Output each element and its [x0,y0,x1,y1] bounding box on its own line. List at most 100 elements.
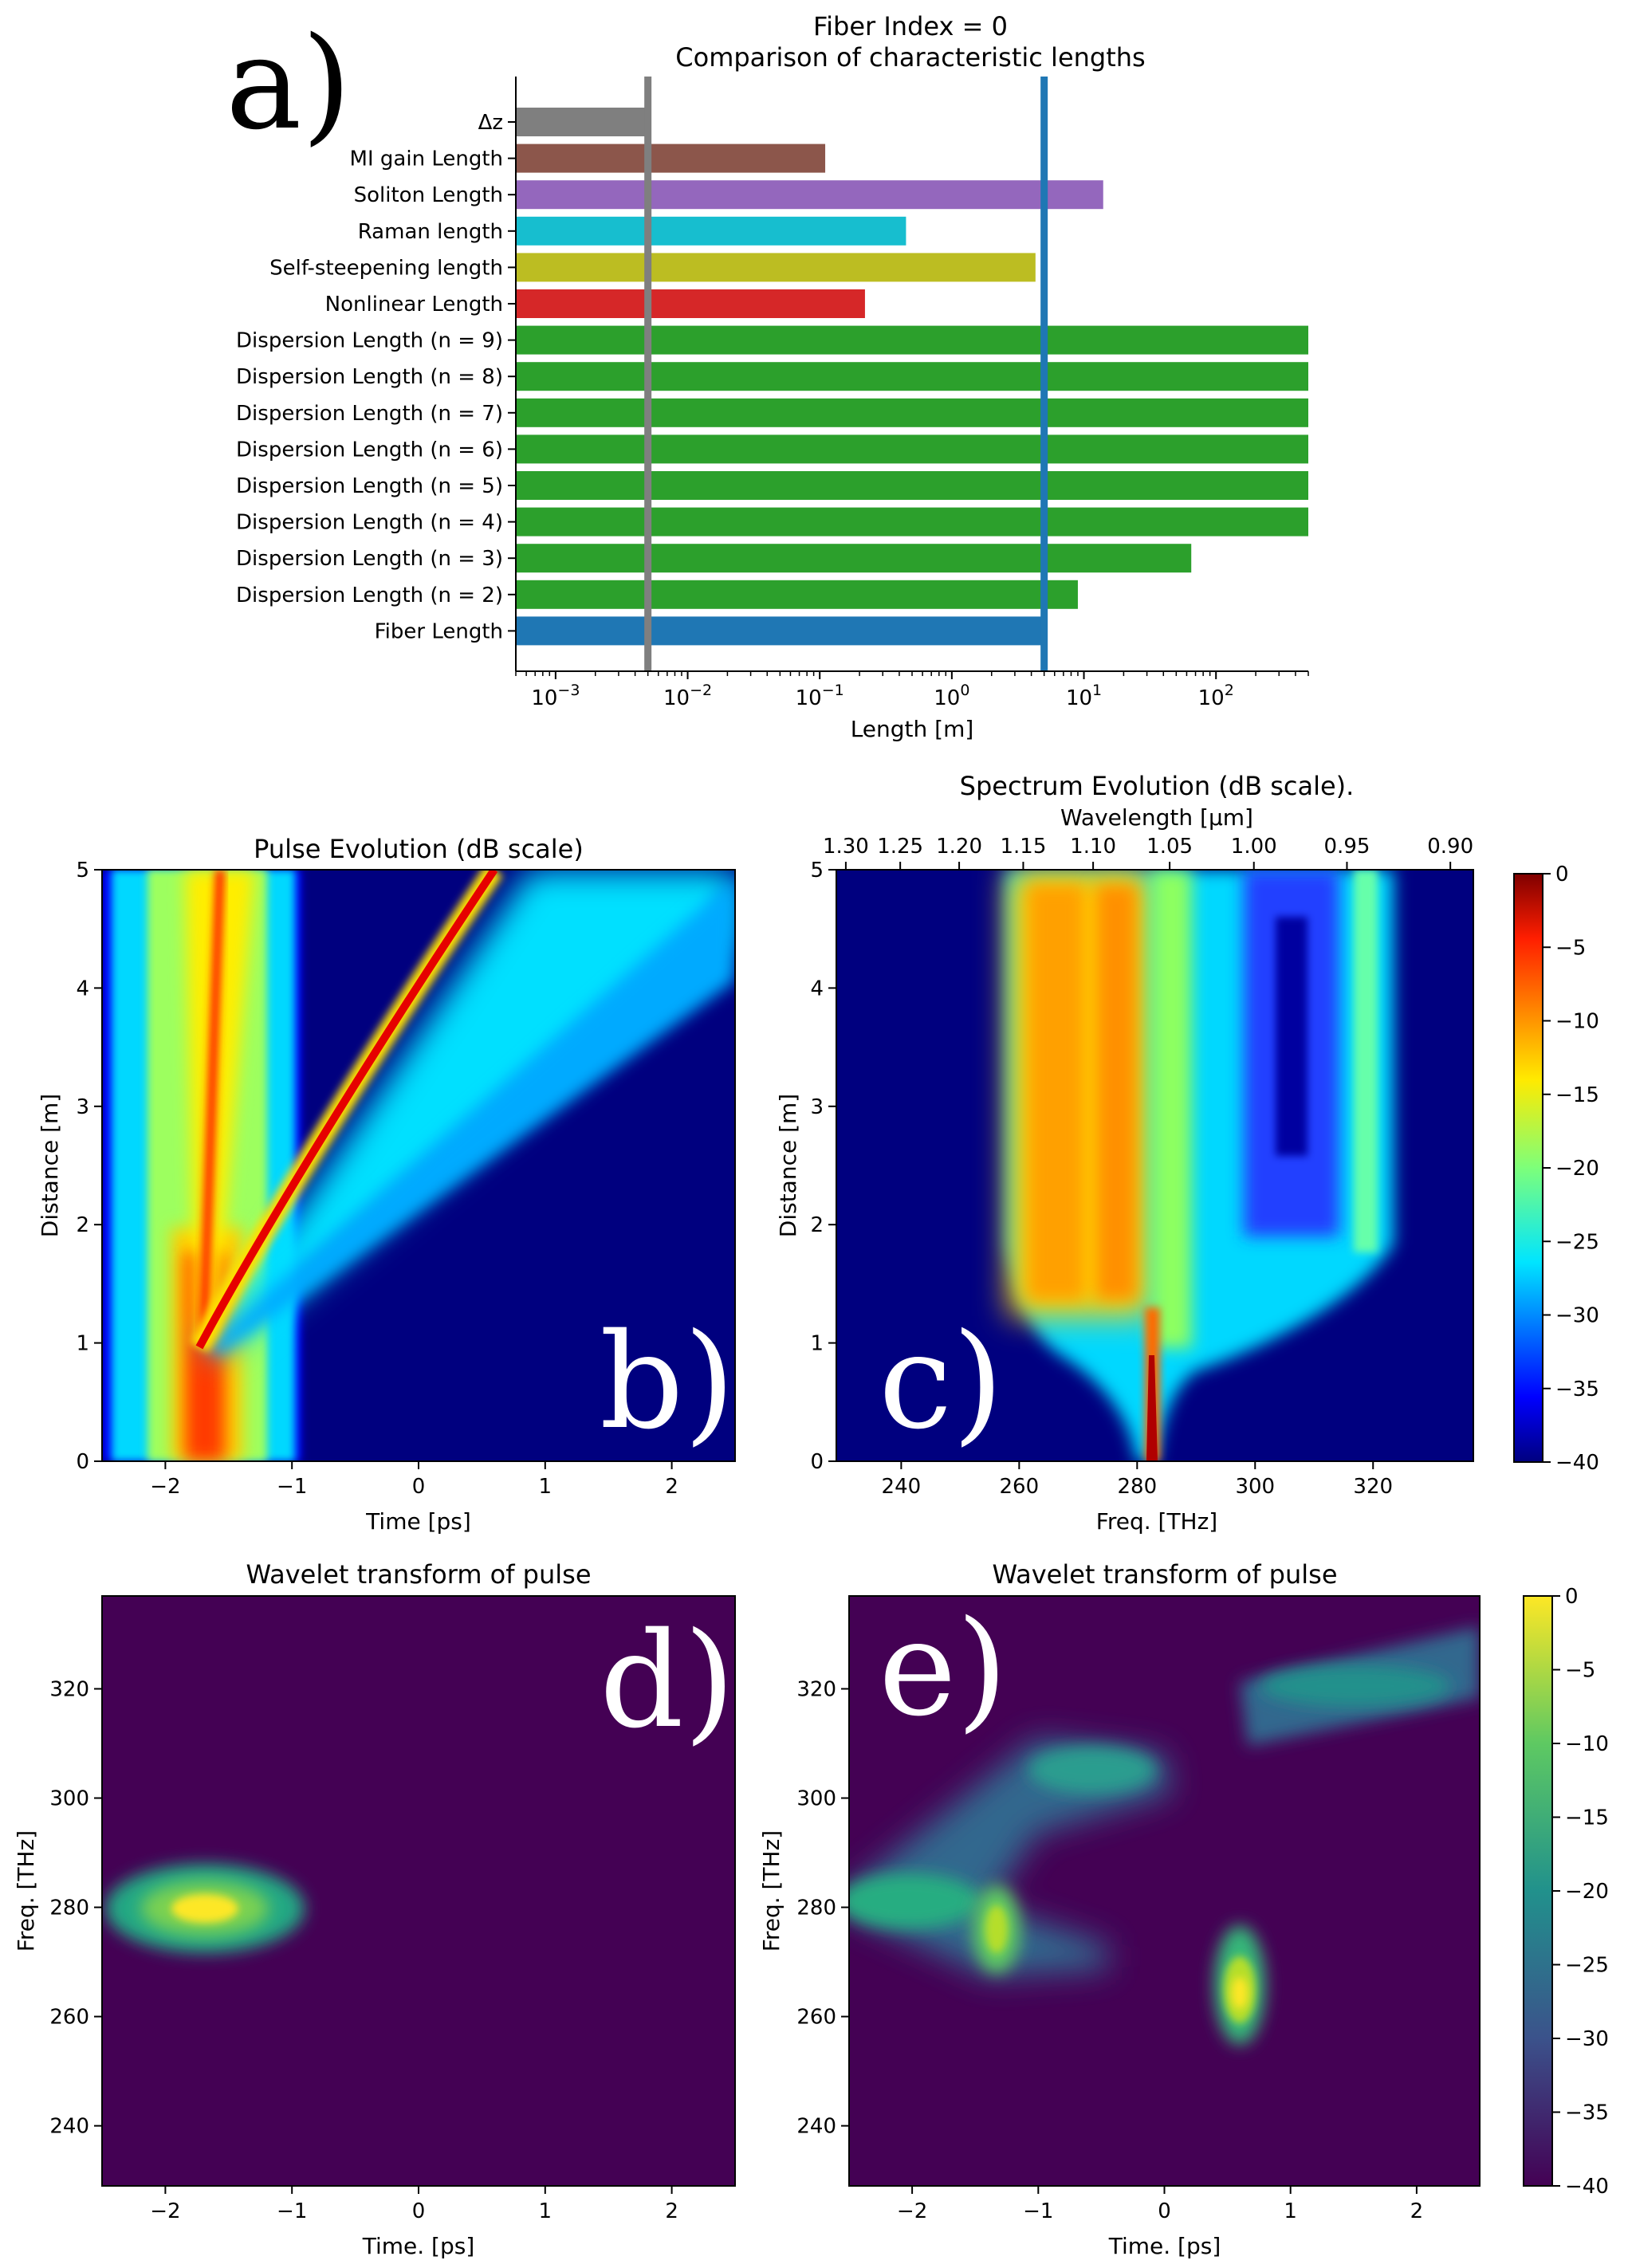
y-tick-label: 0 [76,1450,89,1474]
y-tick-label: 280 [49,1897,89,1920]
panel-d-letter: d) [600,1604,735,1757]
x-tick-label: 300 [1235,1475,1275,1499]
bar [516,580,1078,609]
wavelength-tick-label: 0.95 [1324,835,1370,859]
y-tick-label: 280 [796,1897,836,1920]
colorbar-tick-label: −35 [1555,1378,1599,1401]
panel-c-spectrum-evolution: Spectrum Evolution (dB scale). Wavelengt… [775,771,1599,1535]
panel-a-bars [516,108,1308,646]
panel-b-title: Pulse Evolution (dB scale) [254,834,584,864]
panel-a-title: Fiber Index = 0 [813,11,1008,41]
panel-d-y-ticks: 240 260 280 300 320 [49,1677,102,2139]
x-tick-label: −2 [150,2199,180,2223]
panel-a-subtitle: Comparison of characteristic lengths [675,42,1145,73]
panel-c-frame [836,869,1474,1462]
panel-a-x-ticks: 10−3 10−2 10−1 100 101 102 [515,671,1309,710]
x-tick-label: 10−3 [531,682,580,710]
panel-c-y-label: Distance [m] [775,1094,801,1237]
x-tick-label: 2 [665,1475,678,1499]
panel-e-letter: e) [879,1592,1008,1745]
panel-b-y-ticks: 0 1 2 3 4 5 [76,859,102,1474]
bar [516,544,1192,573]
y-tick-label: 5 [810,859,824,882]
panel-a-x-label: Length [m] [851,716,974,742]
x-tick-label: 0 [412,2199,426,2223]
panel-d-y-label: Freq. [THz] [13,1830,39,1952]
y-tick-label: 320 [49,1677,89,1701]
category-label: Soliton Length [354,183,503,207]
x-tick-label: 102 [1198,682,1234,710]
panel-b-pulse-evolution: Pulse Evolution (dB scale) −2 −1 0 1 2 0 1 2 3 4… [37,834,736,1535]
bar [516,362,1308,391]
category-label: Fiber Length [375,619,503,643]
panel-a-letter: a) [226,9,352,158]
colorbar-tick-label: −20 [1555,1157,1599,1181]
bar [516,471,1308,500]
panel-d-title: Wavelet transform of pulse [246,1559,591,1590]
panel-c-wavelength-ticks: 1.30 1.25 1.20 1.15 1.10 1.05 1.00 0.95 0.90 [823,835,1473,870]
colorbar-tick-label: 0 [1565,1585,1579,1609]
bar [516,325,1308,355]
panel-e-title: Wavelet transform of pulse [992,1559,1337,1590]
x-tick-label: −2 [897,2199,927,2223]
category-label: Raman length [358,220,503,244]
x-tick-label: −2 [150,1475,180,1499]
wavelength-tick-label: 1.00 [1231,835,1277,859]
y-tick-label: 3 [76,1095,89,1119]
category-label: Dispersion Length (n = 6) [236,438,503,462]
colorbar-tick-label: −40 [1555,1451,1599,1475]
x-tick-label: 101 [1066,682,1102,710]
y-tick-label: 240 [796,2115,836,2139]
panel-e-y-label: Freq. [THz] [758,1830,785,1952]
panel-d-x-ticks: −2 −1 0 1 2 [150,2186,678,2223]
wavelength-tick-label: 0.90 [1427,835,1473,859]
x-tick-label: −1 [1023,2199,1053,2223]
category-label: MI gain Length [350,147,503,171]
panel-d-heatmap [102,1596,735,2186]
panel-e-wavelet-output: Wavelet transform of pulse −2 −1 0 1 2 24026… [758,1559,1609,2259]
y-tick-label: 4 [810,977,824,1000]
colorbar-tick-label: −10 [1555,1010,1599,1034]
panel-a-category-labels: Δz MI gain Length Soliton Length Raman leng… [236,111,516,643]
category-label: Dispersion Length (n = 3) [236,547,503,571]
panel-c-top-label: Wavelength [μm] [1060,804,1253,831]
panel-d-wavelet-input: Wavelet transform of pulse −2 −1 0 1 2 240 26… [13,1559,736,2259]
x-tick-label: 260 [1000,1475,1040,1499]
panel-c-colorbar [1513,873,1543,1463]
bar [516,143,826,173]
panel-e-colorbar-ticks: 0 −5 −10 −15 −20 −25 −30 −35 −40 [1552,1585,1609,2199]
category-label: Dispersion Length (n = 4) [236,511,503,535]
bar [516,507,1308,537]
panel-a-reference-lines [644,77,1048,671]
colorbar-tick-label: −30 [1555,1304,1599,1328]
y-tick-label: 3 [810,1095,824,1119]
category-label: Nonlinear Length [325,293,503,316]
bar [516,616,1044,646]
bar [516,108,648,136]
x-tick-label: 1 [539,1475,552,1499]
category-label: Dispersion Length (n = 5) [236,474,503,498]
panel-e-x-label: Time. [ps] [1108,2233,1221,2259]
wavelength-tick-label: 1.20 [936,835,982,859]
y-tick-label: 260 [796,2006,836,2030]
bar [516,180,1103,210]
colorbar-tick-label: −5 [1555,936,1586,960]
x-tick-label: 10−1 [796,682,844,710]
panel-c-title: Spectrum Evolution (dB scale). [960,771,1355,801]
panel-c-x-label: Freq. [THz] [1096,1508,1217,1535]
colorbar-tick-label: −25 [1555,1230,1599,1254]
colorbar-tick-label: −30 [1565,2027,1609,2051]
wavelength-tick-label: 1.25 [877,835,923,859]
colorbar-tick-label: −20 [1565,1880,1609,1904]
x-tick-label: 0 [1158,2199,1171,2223]
y-tick-label: 4 [76,977,89,1000]
category-label: Self-steepening length [269,256,503,280]
colorbar-tick-label: −25 [1565,1954,1609,1978]
panel-e-y-ticks: 240 260 280 300 320 [796,1677,849,2139]
colorbar-tick-label: −15 [1565,1806,1609,1830]
panel-a-length-comparison: Fiber Index = 0 Comparison of characteri… [226,9,1309,742]
panel-c-letter: c) [879,1305,1004,1458]
x-tick-label: −1 [277,1475,307,1499]
x-tick-label: 1 [1284,2199,1297,2223]
